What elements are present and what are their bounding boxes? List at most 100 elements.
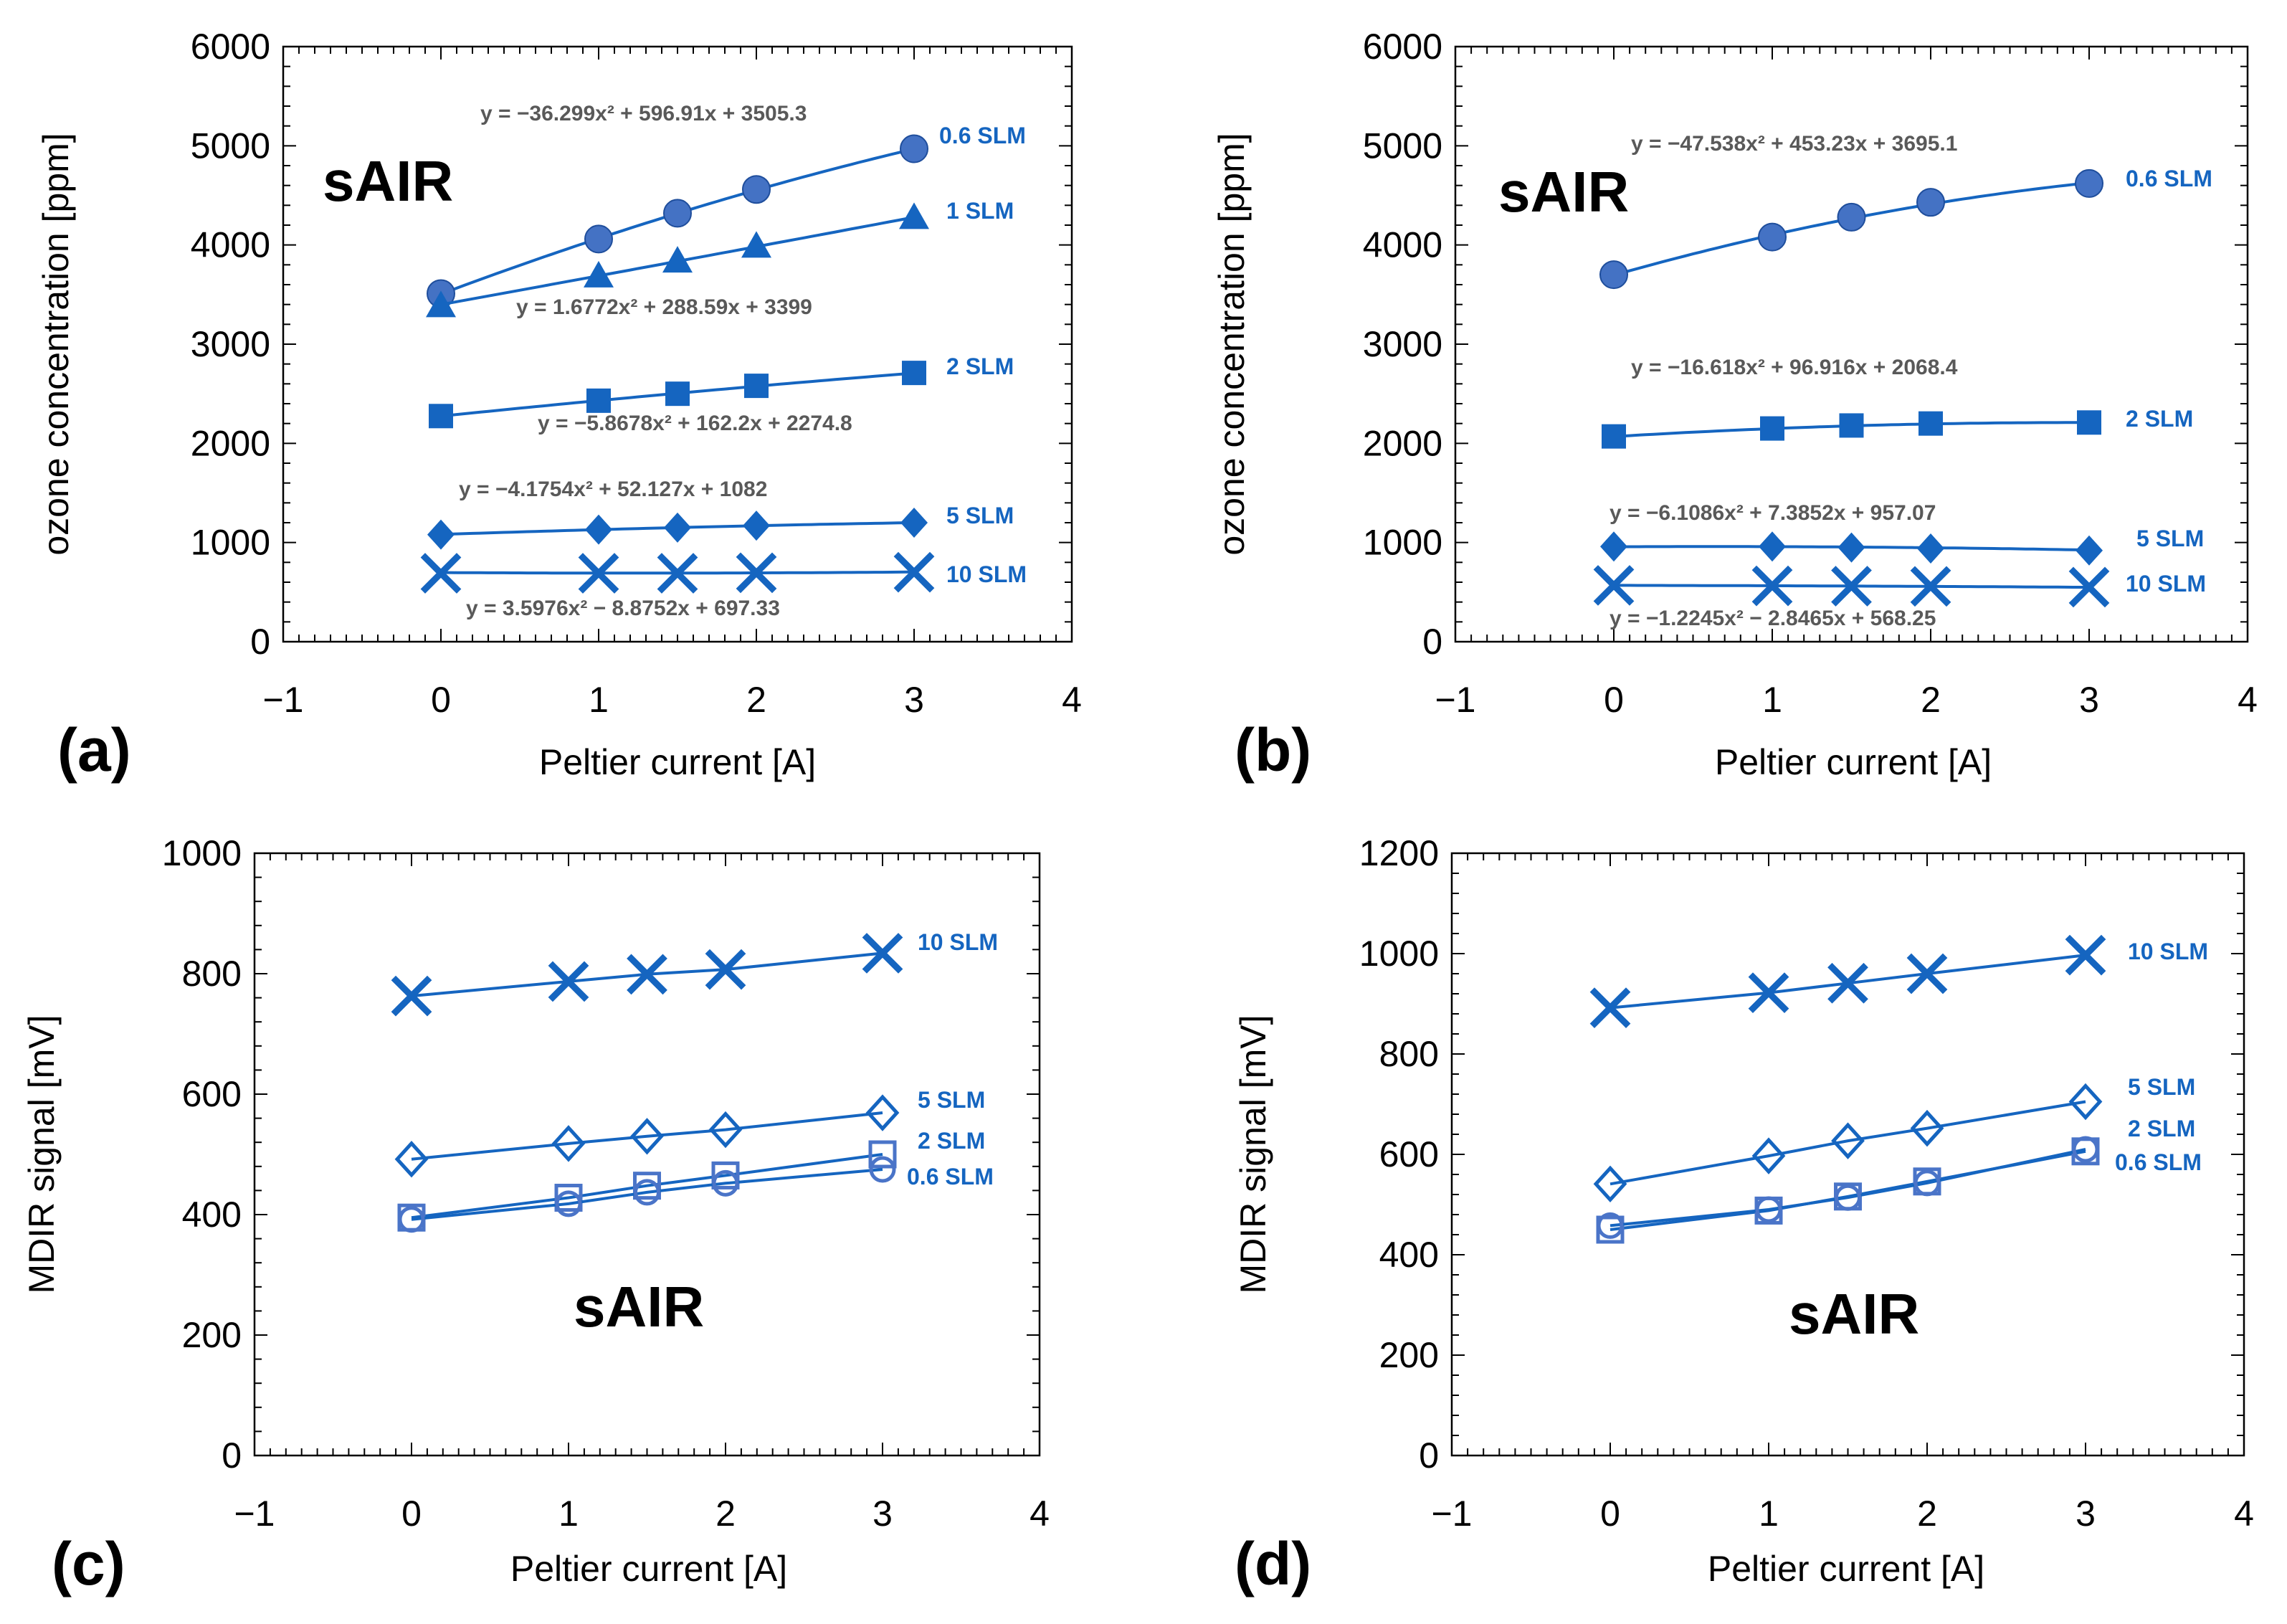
data-point <box>398 1206 425 1233</box>
data-point <box>900 508 928 538</box>
series-line <box>411 1168 883 1221</box>
data-point <box>1910 1109 1944 1147</box>
x-tick-label: 0 <box>431 680 451 720</box>
y-tick-label: 2000 <box>1363 423 1442 463</box>
data-point <box>705 949 746 990</box>
y-tick-label: 200 <box>182 1315 242 1355</box>
chart-panel-2: −1 0 1 2 3 4 0 1000 2000 3000 4000 5000 6000 Peltier … <box>1212 27 2258 784</box>
data-point <box>578 553 619 594</box>
data-point <box>420 553 462 594</box>
y-tick-label: 200 <box>1379 1335 1439 1375</box>
x-tick-label: 1 <box>589 680 609 720</box>
x-tick-label: 2 <box>715 1494 736 1534</box>
data-point <box>736 552 777 594</box>
y-tick-label: 5000 <box>191 125 270 166</box>
chart-panel-4: −1 0 1 2 3 4 0 200 400 600 800 1000 1200 Peltier curr… <box>1233 833 2254 1597</box>
y-tick-label: 4000 <box>1363 225 1442 265</box>
data-point <box>1918 411 1943 436</box>
data-point <box>1839 413 1864 438</box>
data-point <box>1589 987 1631 1028</box>
data-point <box>744 374 769 399</box>
y-tick-label: 400 <box>182 1195 242 1235</box>
data-point <box>1751 565 1793 607</box>
fit-equation: y = −4.1754x² + 52.127x + 1082 <box>459 478 767 501</box>
series-label: 5 SLM <box>946 503 1014 528</box>
x-tick-label: −1 <box>1431 1494 1472 1534</box>
x-tick-label: 1 <box>1759 1494 1779 1534</box>
fit-equation: y = −5.8678x² + 162.2x + 2274.8 <box>538 412 852 435</box>
series-label: 0.6 SLM <box>2115 1149 2202 1175</box>
y-tick-label: 800 <box>1379 1034 1439 1074</box>
series-10-slm: 10 SLM y = 3.5976x² − 8.8752x + 697.33 <box>420 551 1027 620</box>
data-point <box>1593 565 1635 606</box>
data-point <box>1917 533 1944 564</box>
x-tick-label: −1 <box>262 680 303 720</box>
y-tick-label: 0 <box>1422 622 1442 662</box>
data-point <box>1906 953 1948 994</box>
data-point <box>1910 566 1951 607</box>
data-point <box>1916 188 1945 217</box>
y-tick-label: 1000 <box>1363 523 1442 563</box>
x-tick-label: 2 <box>1921 680 1941 720</box>
data-point <box>585 514 612 545</box>
series-5-slm: 5 SLM <box>394 1087 985 1178</box>
data-point <box>2076 535 2103 566</box>
data-point <box>862 933 903 974</box>
data-point <box>902 361 926 386</box>
series-2-slm: 2 SLM y = −5.8678x² + 162.2x + 2274.8 <box>429 353 1014 435</box>
data-point <box>2077 410 2101 435</box>
data-point <box>391 975 432 1017</box>
x-tick-label: 4 <box>2238 680 2258 720</box>
data-point <box>869 1156 896 1183</box>
data-point <box>1831 1122 1865 1159</box>
data-point <box>1748 972 1789 1013</box>
data-point <box>711 1161 740 1189</box>
y-tick-label: 0 <box>222 1435 242 1476</box>
data-point <box>663 199 692 228</box>
data-point <box>1593 1165 1627 1203</box>
data-point <box>627 954 667 995</box>
panel-letter: (d) <box>1235 1530 1311 1597</box>
y-tick-label: 4000 <box>191 225 270 265</box>
chart-panel-1: −1 0 1 2 3 4 0 1000 2000 3000 4000 5000 6000 Peltier … <box>36 27 1082 784</box>
data-point <box>664 512 691 543</box>
y-axis-title: ozone concentration [ppm] <box>36 133 76 555</box>
data-point <box>1602 424 1626 449</box>
x-tick-label: 3 <box>2076 1494 2096 1534</box>
data-point <box>427 519 455 550</box>
data-point <box>1913 1169 1941 1197</box>
x-tick-label: 3 <box>873 1494 893 1534</box>
x-tick-label: 4 <box>2234 1494 2254 1534</box>
series-line <box>411 1153 883 1220</box>
data-point <box>394 1141 429 1178</box>
data-point <box>741 231 771 258</box>
series-label: 1 SLM <box>946 198 1014 224</box>
series-label: 5 SLM <box>2136 526 2204 551</box>
fit-equation: y = 1.6772x² + 288.59x + 3399 <box>516 295 812 319</box>
data-point <box>899 202 929 229</box>
x-tick-label: 4 <box>1030 1494 1050 1534</box>
series-2-slm: 2 SLM <box>1596 1116 2195 1244</box>
data-point <box>1758 222 1787 252</box>
gas-label: sAIR <box>1498 160 1629 224</box>
y-axis-title: MDIR signal [mV] <box>22 1015 62 1294</box>
data-point <box>662 246 693 273</box>
x-axis-title: Peltier current [A] <box>1715 742 1992 782</box>
data-point <box>429 404 453 429</box>
data-point <box>1751 1137 1786 1174</box>
gas-label: sAIR <box>574 1275 704 1339</box>
series-0-6-slm: 0.6 SLM <box>1597 1136 2202 1239</box>
series-label: 5 SLM <box>2128 1074 2195 1100</box>
x-tick-label: 0 <box>401 1494 422 1534</box>
series-0-6-slm: 0.6 SLM <box>398 1156 994 1233</box>
fit-equation: y = −16.618x² + 96.916x + 2068.4 <box>1631 356 1958 379</box>
series-label: 10 SLM <box>918 929 998 955</box>
data-point <box>1599 260 1628 290</box>
series-line <box>1610 1100 2086 1186</box>
y-tick-label: 3000 <box>191 324 270 364</box>
data-point <box>2072 1136 2099 1163</box>
data-point <box>634 1179 660 1206</box>
data-point <box>2075 168 2103 198</box>
gas-label: sAIR <box>323 149 453 213</box>
data-point <box>1837 532 1865 563</box>
